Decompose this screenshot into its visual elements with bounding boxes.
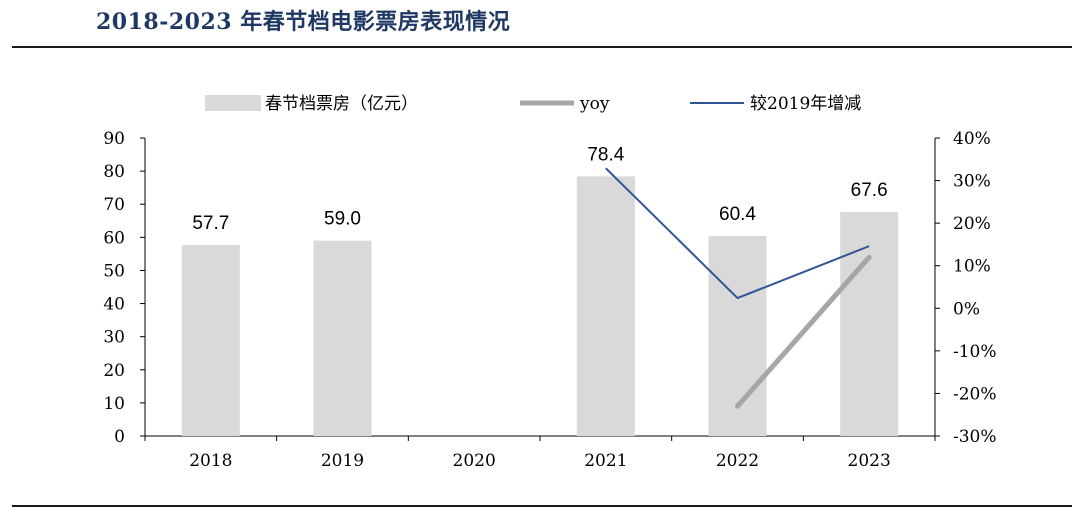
bar-data-label: 60.4	[719, 204, 756, 225]
right-tick-label: 10%	[953, 257, 991, 277]
left-tick-label: 90	[103, 129, 125, 149]
axes: 0 10 20 30 40 50 60 70 80 90 -30% -20% -10% 0% 10% 20% 3…	[103, 129, 996, 471]
left-tick-label: 30	[103, 328, 125, 348]
legend: 春节档票房（亿元） yoy 较2019年增减	[205, 94, 861, 114]
left-tick-label: 40	[103, 295, 125, 315]
bar	[840, 212, 899, 436]
bar-series	[181, 176, 899, 437]
left-tick-label: 10	[103, 394, 125, 414]
x-tick-label: 2019	[321, 451, 364, 471]
left-tick-label: 0	[114, 427, 125, 447]
right-tick-label: -10%	[953, 342, 997, 362]
bar-data-label: 67.6	[851, 180, 888, 201]
right-tick-label: 30%	[953, 172, 991, 192]
bar	[181, 244, 240, 436]
x-tick-label: 2021	[584, 451, 627, 471]
left-tick-label: 50	[103, 261, 125, 281]
legend-label: yoy	[579, 94, 610, 114]
right-tick-label: 0%	[953, 299, 980, 319]
x-tick-label: 2018	[189, 451, 232, 471]
right-tick-label: -20%	[953, 384, 997, 404]
x-tick-label: 2020	[453, 451, 496, 471]
right-tick-label: 20%	[953, 214, 991, 234]
legend-label: 较2019年增减	[750, 94, 861, 114]
page-title: 2018-2023 年春节档电影票房表现情况	[96, 9, 511, 35]
bar-data-label: 59.0	[324, 209, 361, 230]
right-tick-label: 40%	[953, 129, 991, 149]
bar	[576, 176, 635, 437]
left-tick-label: 80	[103, 162, 125, 182]
vs-2019-line	[605, 167, 870, 300]
legend-bar-swatch	[205, 95, 261, 111]
left-tick-label: 20	[103, 361, 125, 381]
x-tick-label: 2022	[716, 451, 759, 471]
top-divider	[12, 46, 1072, 48]
bar-data-label: 78.4	[587, 144, 624, 165]
bar-data-label: 57.7	[192, 213, 229, 234]
yoy-line	[735, 254, 872, 409]
right-tick-label: -30%	[953, 427, 997, 447]
left-tick-label: 60	[103, 228, 125, 248]
x-tick-label: 2023	[848, 451, 891, 471]
data-labels: 57.7 59.0 78.4 60.4 67.6	[192, 144, 887, 234]
legend-label: 春节档票房（亿元）	[265, 94, 418, 114]
bar	[313, 240, 372, 436]
bottom-divider	[12, 505, 1072, 507]
left-tick-label: 70	[103, 195, 125, 215]
line-series	[605, 167, 872, 409]
